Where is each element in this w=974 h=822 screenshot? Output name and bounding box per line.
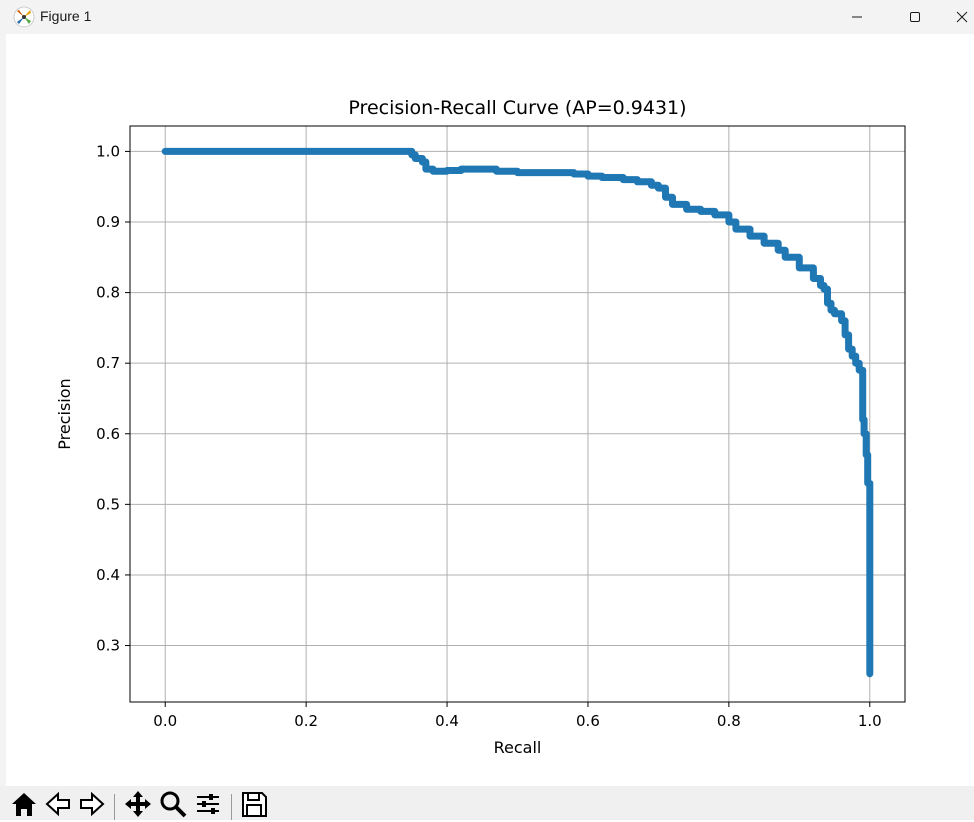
chart-svg: 0.0 0.2 0.4 0.6 0.8 1.0 0.3 0.4 0.5 0.6 0.7 0.8 0.9… bbox=[55, 97, 906, 757]
title-bar: Figure 1 bbox=[0, 0, 974, 34]
x-axis-ticks: 0.0 0.2 0.4 0.6 0.8 1.0 bbox=[153, 702, 882, 730]
x-tick-label: 0.2 bbox=[294, 712, 318, 730]
pan-button[interactable] bbox=[122, 790, 154, 822]
y-tick-label: 0.7 bbox=[96, 354, 120, 372]
grid-lines bbox=[130, 126, 905, 702]
y-tick-label: 0.6 bbox=[96, 425, 120, 443]
arrow-left-icon bbox=[45, 791, 70, 817]
sliders-icon bbox=[197, 794, 219, 814]
y-tick-label: 0.8 bbox=[96, 284, 120, 302]
y-tick-label: 0.9 bbox=[96, 213, 120, 231]
y-axis-ticks: 0.3 0.4 0.5 0.6 0.7 0.8 0.9 1.0 bbox=[96, 142, 130, 655]
axes-frame bbox=[129, 125, 906, 703]
close-button[interactable] bbox=[950, 0, 974, 34]
y-axis-label: Precision bbox=[55, 378, 74, 449]
close-icon bbox=[956, 11, 968, 23]
y-tick-label: 0.3 bbox=[96, 637, 120, 655]
home-button[interactable] bbox=[8, 790, 40, 822]
home-icon bbox=[12, 793, 36, 816]
x-axis-label: Recall bbox=[494, 738, 542, 757]
move-icon bbox=[125, 791, 151, 817]
save-button[interactable] bbox=[238, 790, 270, 822]
configure-subplots-button[interactable] bbox=[192, 790, 224, 822]
series-layer bbox=[161, 147, 874, 678]
window-title: Figure 1 bbox=[40, 8, 92, 24]
x-tick-label: 0.6 bbox=[576, 712, 600, 730]
matplotlib-logo-icon bbox=[13, 6, 35, 28]
y-tick-label: 1.0 bbox=[96, 142, 120, 160]
x-tick-label: 0.0 bbox=[153, 712, 177, 730]
toolbar-separator bbox=[231, 794, 232, 820]
maximize-button[interactable] bbox=[892, 0, 938, 34]
toolbar-separator bbox=[114, 794, 115, 820]
x-tick-label: 1.0 bbox=[858, 712, 882, 730]
figure-canvas[interactable]: 0.0 0.2 0.4 0.6 0.8 1.0 0.3 0.4 0.5 0.6 0.7 0.8 0.9… bbox=[6, 34, 974, 786]
save-icon bbox=[242, 792, 267, 817]
y-tick-label: 0.4 bbox=[96, 566, 120, 584]
x-tick-label: 0.4 bbox=[435, 712, 459, 730]
minimize-icon bbox=[852, 16, 862, 18]
minimize-button[interactable] bbox=[834, 0, 880, 34]
x-tick-label: 0.8 bbox=[717, 712, 741, 730]
window-left-edge bbox=[0, 34, 6, 786]
back-button[interactable] bbox=[42, 790, 74, 822]
navigation-toolbar bbox=[0, 786, 974, 820]
maximize-icon bbox=[910, 12, 920, 22]
zoom-button[interactable] bbox=[157, 790, 189, 822]
pr-curve-line bbox=[161, 147, 874, 678]
arrow-right-icon bbox=[80, 791, 105, 817]
forward-button[interactable] bbox=[76, 790, 108, 822]
zoom-icon bbox=[160, 791, 187, 818]
y-tick-label: 0.5 bbox=[96, 495, 120, 513]
chart-title: Precision-Recall Curve (AP=0.9431) bbox=[348, 97, 686, 119]
